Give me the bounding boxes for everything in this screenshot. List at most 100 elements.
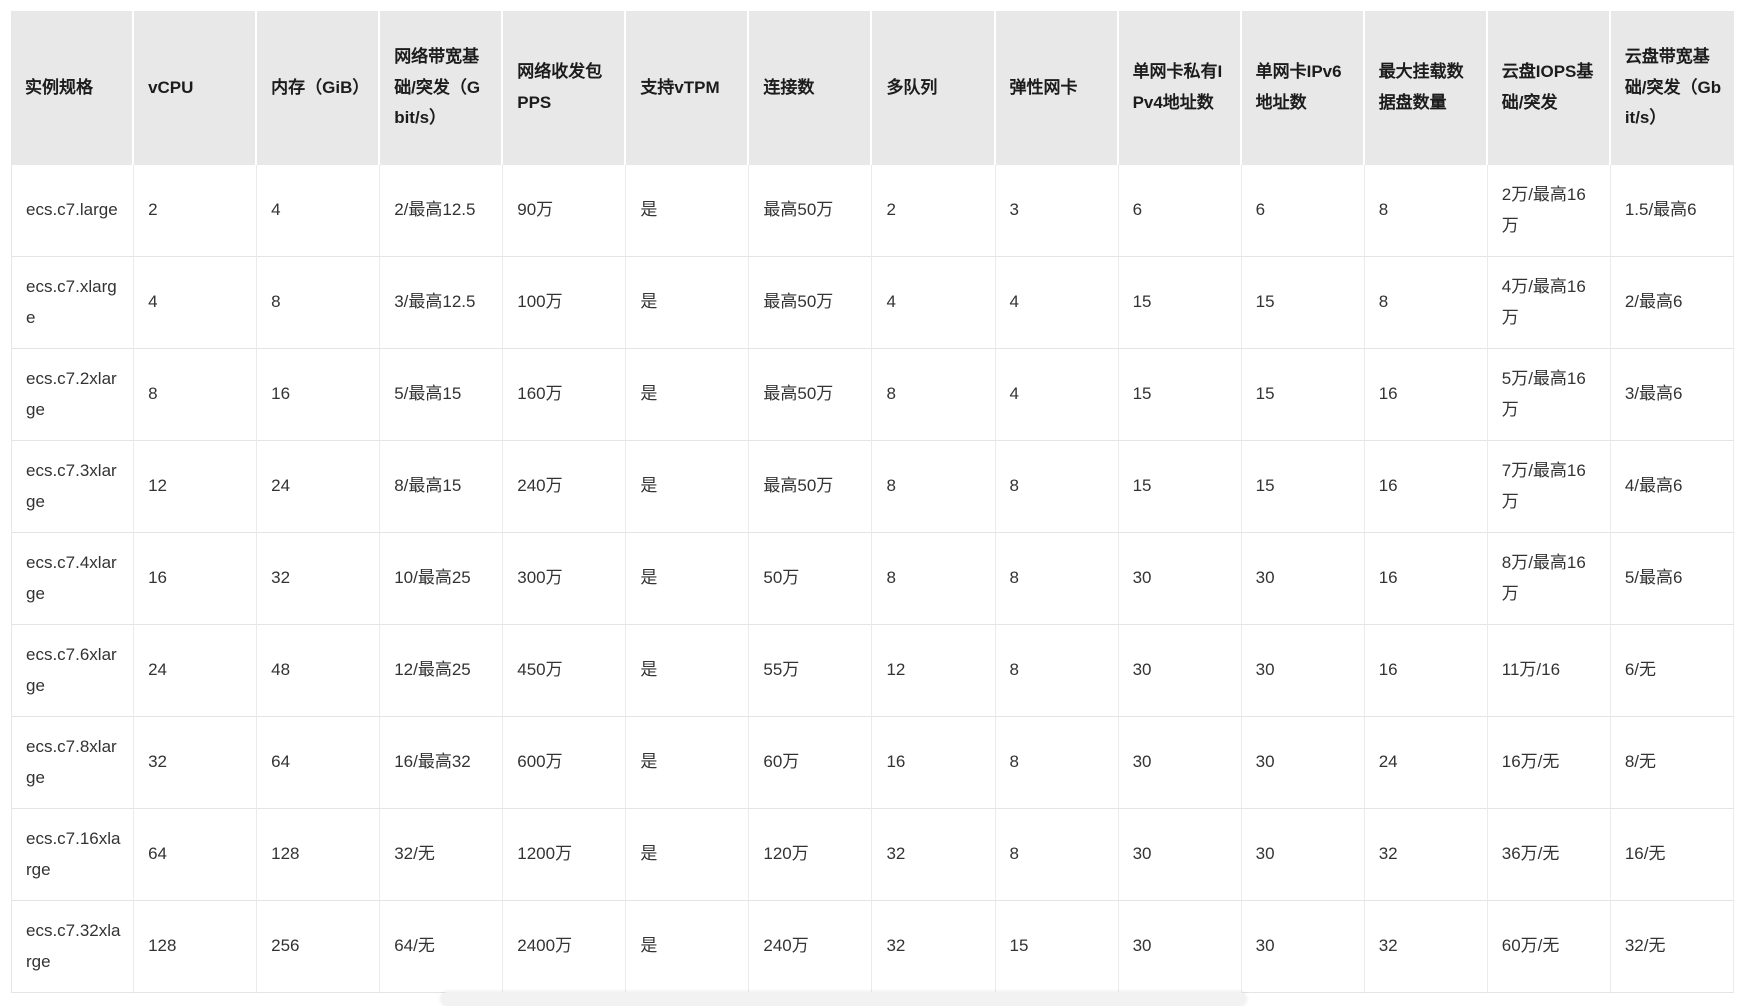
column-header: 网络收发包PPS xyxy=(503,11,627,165)
table-row: ecs.c7.large 2 4 2/最高12.5 90万是最高50万 2 3 6 6 8 2万/最… xyxy=(11,165,1734,257)
table-cell: 15 xyxy=(1241,441,1365,533)
table-cell: 48 xyxy=(257,625,381,717)
table-cell: 100万 xyxy=(503,257,627,349)
table-cell: 16 xyxy=(1364,349,1488,441)
table-cell: 30 xyxy=(1241,625,1365,717)
table-cell: 15 xyxy=(1241,257,1365,349)
table-cell: 30 xyxy=(1241,717,1365,809)
table-cell: 10/最高25 xyxy=(380,533,504,625)
table-cell: 6 xyxy=(1118,165,1242,257)
table-cell: 5万/最高16万 xyxy=(1487,349,1611,441)
table-cell: 15 xyxy=(1241,349,1365,441)
table-cell: 128 xyxy=(257,809,381,901)
table-cell: 30 xyxy=(1118,625,1242,717)
table-cell: 120万 xyxy=(749,809,873,901)
column-header: vCPU xyxy=(134,11,258,165)
column-header: 多队列 xyxy=(872,11,996,165)
table-cell: 128 xyxy=(134,901,258,993)
instance-spec-table: 实例规格 vCPU 内存（GiB） 网络带宽基础/突发（Gbit/s） 网络收发包PPS… xyxy=(11,11,1734,993)
table-cell: 300万 xyxy=(503,533,627,625)
table-cell: 是 xyxy=(626,441,750,533)
table-cell: 8万/最高16万 xyxy=(1487,533,1611,625)
table-row: ecs.c7.16xlarge 64 128 32/无 1200万是 120万 32 8 30 3… xyxy=(11,809,1734,901)
table-cell: 30 xyxy=(1118,717,1242,809)
table-cell: 32/无 xyxy=(1610,901,1734,993)
table-cell: 3/最高12.5 xyxy=(380,257,504,349)
table-cell: 8/无 xyxy=(1610,717,1734,809)
instance-spec-cell: ecs.c7.8xlarge xyxy=(11,717,135,809)
instance-spec-cell: ecs.c7.6xlarge xyxy=(11,625,135,717)
table-cell: 90万 xyxy=(503,165,627,257)
instance-spec-cell: ecs.c7.16xlarge xyxy=(11,809,135,901)
table-cell: 16 xyxy=(134,533,258,625)
table-cell: 是 xyxy=(626,717,750,809)
table-cell: 5/最高15 xyxy=(380,349,504,441)
table-cell: 64/无 xyxy=(380,901,504,993)
table-row: ecs.c7.3xlarge 12 24 8/最高15 240万是最高50万 8 8 15 15… xyxy=(11,441,1734,533)
column-header: 实例规格 xyxy=(11,11,135,165)
table-cell: 2 xyxy=(134,165,258,257)
table-cell: 450万 xyxy=(503,625,627,717)
table-cell: 2万/最高16万 xyxy=(1487,165,1611,257)
instance-spec-cell: ecs.c7.xlarge xyxy=(11,257,135,349)
table-cell: 30 xyxy=(1118,533,1242,625)
table-cell: 12 xyxy=(872,625,996,717)
column-header: 内存（GiB） xyxy=(257,11,381,165)
column-header: 单网卡私有IPv4地址数 xyxy=(1118,11,1242,165)
table-body: ecs.c7.large 2 4 2/最高12.5 90万是最高50万 2 3 6 6 8 2万/最… xyxy=(11,165,1734,993)
table-cell: 64 xyxy=(257,717,381,809)
table-cell: 16 xyxy=(872,717,996,809)
table-cell: 32 xyxy=(872,809,996,901)
table-cell: 32 xyxy=(257,533,381,625)
table-cell: 7万/最高16万 xyxy=(1487,441,1611,533)
table-cell: 1200万 xyxy=(503,809,627,901)
table-cell: 是 xyxy=(626,165,750,257)
table-cell: 11万/16 xyxy=(1487,625,1611,717)
table-cell: 64 xyxy=(134,809,258,901)
table-cell: 是 xyxy=(626,809,750,901)
table-cell: 12/最高25 xyxy=(380,625,504,717)
column-header: 单网卡IPv6地址数 xyxy=(1241,11,1365,165)
horizontal-scrollbar-thumb[interactable] xyxy=(441,992,1246,1006)
table-cell: 4 xyxy=(995,257,1119,349)
column-header: 弹性网卡 xyxy=(995,11,1119,165)
table-cell: 256 xyxy=(257,901,381,993)
table-cell: 16 xyxy=(257,349,381,441)
table-cell: 15 xyxy=(1118,349,1242,441)
instance-spec-cell: ecs.c7.3xlarge xyxy=(11,441,135,533)
table-cell: 240万 xyxy=(749,901,873,993)
table-cell: 是 xyxy=(626,349,750,441)
table-cell: 8 xyxy=(872,441,996,533)
table-cell: 8 xyxy=(872,533,996,625)
table-cell: 30 xyxy=(1118,809,1242,901)
table-cell: 50万 xyxy=(749,533,873,625)
table-cell: 30 xyxy=(1241,809,1365,901)
table-cell: 24 xyxy=(1364,717,1488,809)
table-cell: 2/最高12.5 xyxy=(380,165,504,257)
table-cell: 最高50万 xyxy=(749,441,873,533)
table-cell: 6 xyxy=(1241,165,1365,257)
table-cell: 30 xyxy=(1241,901,1365,993)
table-cell: 16/无 xyxy=(1610,809,1734,901)
header-row: 实例规格 vCPU 内存（GiB） 网络带宽基础/突发（Gbit/s） 网络收发包PPS… xyxy=(11,11,1734,165)
column-header: 网络带宽基础/突发（Gbit/s） xyxy=(380,11,504,165)
table-cell: 8 xyxy=(257,257,381,349)
instance-spec-cell: ecs.c7.4xlarge xyxy=(11,533,135,625)
table-cell: 3/最高6 xyxy=(1610,349,1734,441)
table-cell: 16 xyxy=(1364,441,1488,533)
table-row: ecs.c7.2xlarge 8 16 5/最高15 160万是最高50万 8 4 15 15 1… xyxy=(11,349,1734,441)
table-cell: 8 xyxy=(995,533,1119,625)
column-header: 最大挂载数据盘数量 xyxy=(1364,11,1488,165)
table-cell: 是 xyxy=(626,901,750,993)
table-cell: 15 xyxy=(1118,257,1242,349)
table-cell: 32 xyxy=(1364,809,1488,901)
table-cell: 2/最高6 xyxy=(1610,257,1734,349)
instance-spec-cell: ecs.c7.large xyxy=(11,165,135,257)
table-cell: 16 xyxy=(1364,533,1488,625)
table-cell: 8 xyxy=(1364,257,1488,349)
table-cell: 8 xyxy=(995,441,1119,533)
table-row: ecs.c7.32xlarge 128 256 64/无 2400万是 240万 32 15 3… xyxy=(11,901,1734,993)
table-cell: 15 xyxy=(995,901,1119,993)
table-header: 实例规格 vCPU 内存（GiB） 网络带宽基础/突发（Gbit/s） 网络收发包PPS… xyxy=(11,11,1734,165)
table-cell: 4 xyxy=(995,349,1119,441)
